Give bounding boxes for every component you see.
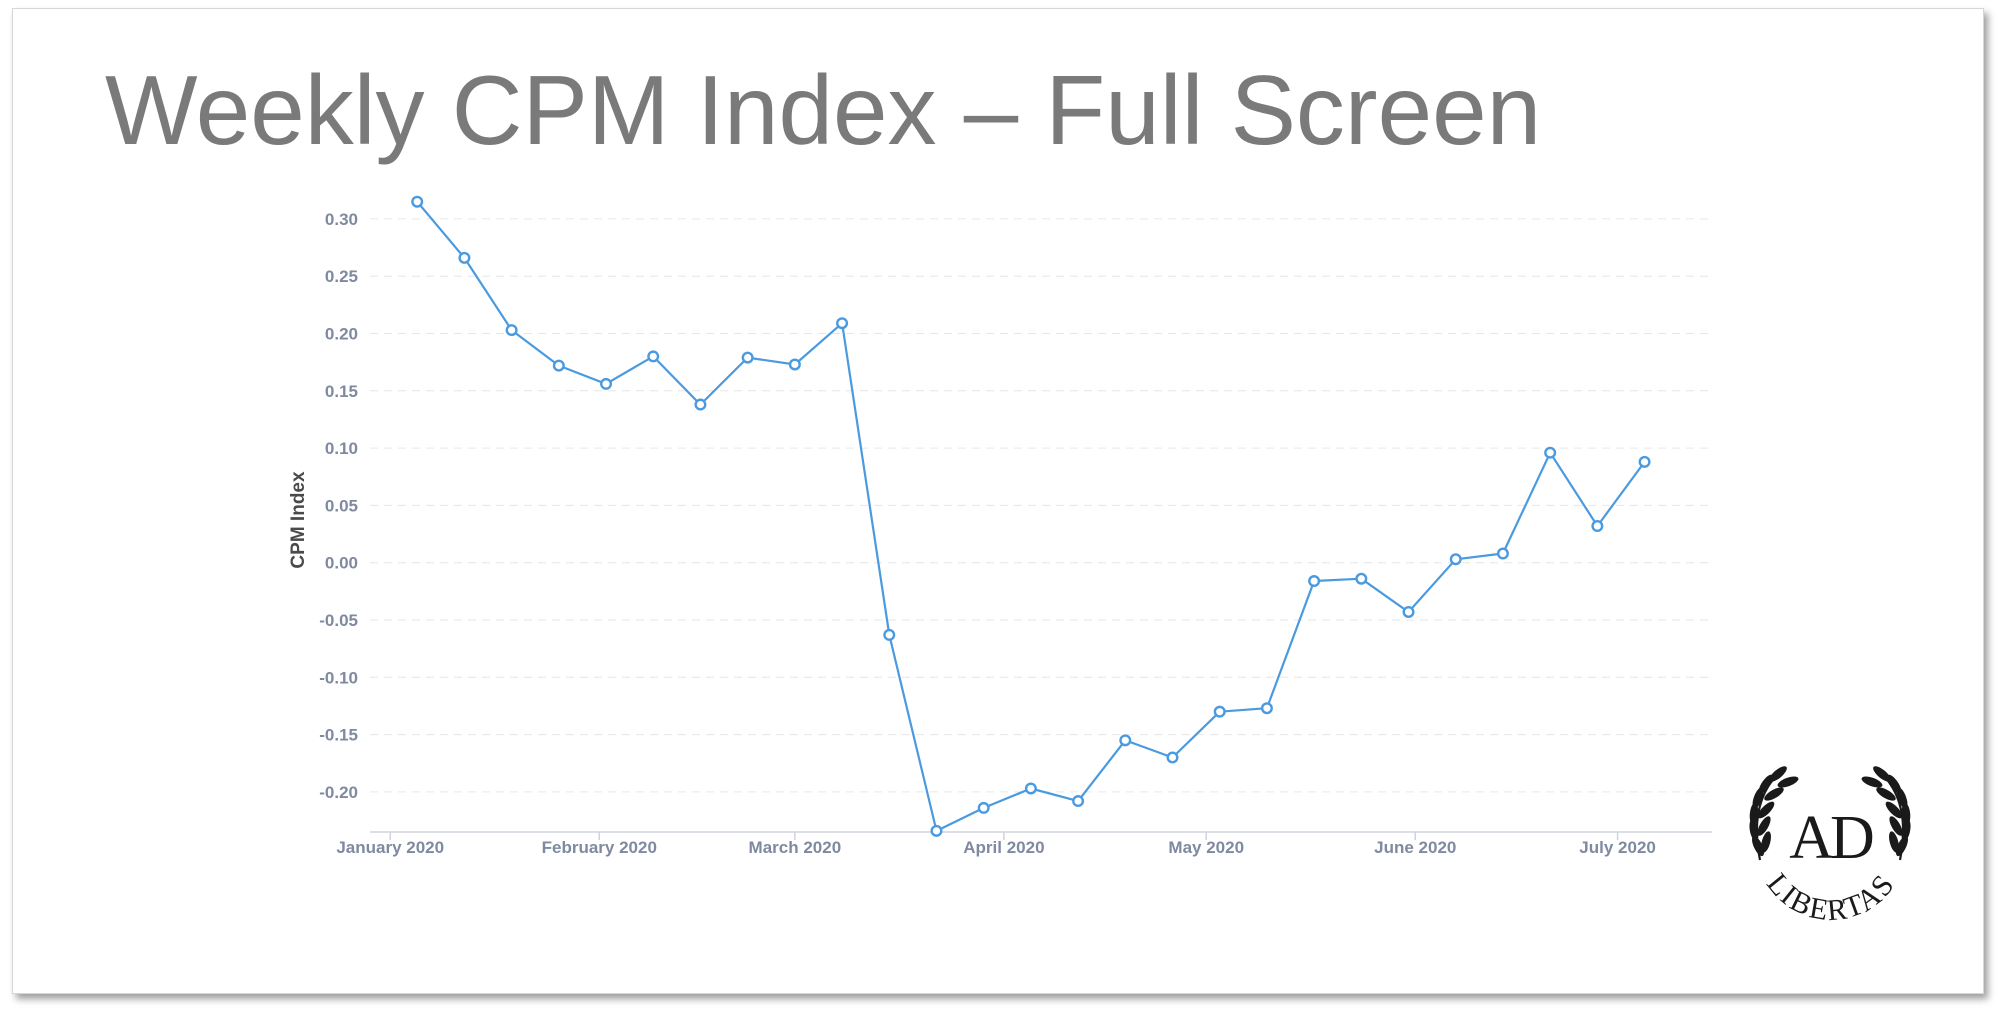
data-point (1213, 705, 1226, 718)
y-axis: 0.30 0.25 0.20 0.15 0.10 0.05 0.00 -0.05 -0.10 -0… (319, 210, 358, 802)
y-tick-label: 0.10 (325, 439, 358, 458)
x-tick-label: July 2020 (1579, 838, 1656, 857)
y-tick-label: -0.05 (319, 611, 358, 630)
y-tick-label: -0.20 (319, 783, 358, 802)
laurel-leaf (1885, 801, 1903, 819)
data-point (1449, 553, 1462, 566)
x-tick-label: April 2020 (963, 838, 1044, 857)
data-point (1308, 575, 1321, 588)
data-point (741, 351, 754, 364)
laurel-leaf (1751, 835, 1765, 857)
laurel-leaf (1861, 776, 1883, 788)
x-tick-label: June 2020 (1374, 838, 1456, 857)
laurel-leaf (1769, 766, 1787, 782)
y-tick-label: 0.15 (325, 382, 358, 401)
laurel-leaf (1749, 819, 1759, 841)
data-point (930, 824, 943, 837)
laurel-leaf (1757, 816, 1771, 836)
logo-monogram: AD (1789, 804, 1873, 872)
data-point (458, 251, 471, 264)
data-point (977, 801, 990, 814)
y-tick-label: -0.10 (319, 668, 358, 687)
laurel-leaf (1873, 766, 1891, 782)
data-point (1402, 605, 1415, 618)
laurel-leaf (1889, 831, 1899, 853)
x-tick-label: May 2020 (1168, 838, 1244, 857)
data-point (836, 317, 849, 330)
laurel-leaf (1757, 801, 1775, 819)
slide: Weekly CPM Index – Full Screen (12, 8, 1984, 994)
data-point (1260, 702, 1273, 715)
y-tick-label: 0.30 (325, 210, 358, 229)
x-tick-label: January 2020 (336, 838, 444, 857)
data-point (647, 350, 660, 363)
series-line (416, 200, 1646, 833)
data-point (600, 377, 613, 390)
data-point (1072, 795, 1085, 808)
x-tick-label: February 2020 (542, 838, 657, 857)
data-point (1024, 782, 1037, 795)
laurel-leaf (1761, 831, 1771, 853)
data-point (1638, 455, 1651, 468)
data-point (883, 628, 896, 641)
data-point (788, 358, 801, 371)
laurel-leaf (1764, 787, 1784, 801)
logo-wordmark: LIBERTAS (1760, 867, 1902, 927)
y-axis-title: CPM Index (288, 471, 309, 569)
y-tick-label: -0.15 (319, 726, 358, 745)
data-point (1496, 547, 1509, 560)
y-tick-label: 0.05 (325, 496, 358, 515)
laurel-leaf (1777, 776, 1799, 788)
y-tick-label: 0.20 (325, 325, 358, 344)
y-tick-label: 0.25 (325, 267, 358, 286)
y-tick-label: 0.00 (325, 554, 358, 573)
data-point (1166, 751, 1179, 764)
data-point (411, 195, 424, 208)
data-point (1591, 520, 1604, 533)
x-axis: January 2020 February 2020 March 2020 April… (336, 832, 1656, 857)
data-point (694, 398, 707, 411)
x-tick-label: March 2020 (749, 838, 842, 857)
ad-libertas-logo: AD LIBERTAS (1749, 766, 1911, 927)
data-point (1544, 446, 1557, 459)
laurel-leaf (1901, 819, 1911, 841)
slide-title: Weekly CPM Index – Full Screen (105, 55, 1542, 165)
laurel-leaf (1889, 816, 1903, 836)
series-1 (411, 195, 1651, 837)
data-point (1119, 734, 1132, 747)
laurel-leaf (1876, 787, 1896, 801)
gridlines (370, 218, 1712, 793)
laurel-wreath-icon (1749, 766, 1911, 861)
laurel-leaf (1895, 835, 1909, 857)
data-point (1355, 572, 1368, 585)
data-point (505, 324, 518, 337)
data-point (552, 359, 565, 372)
